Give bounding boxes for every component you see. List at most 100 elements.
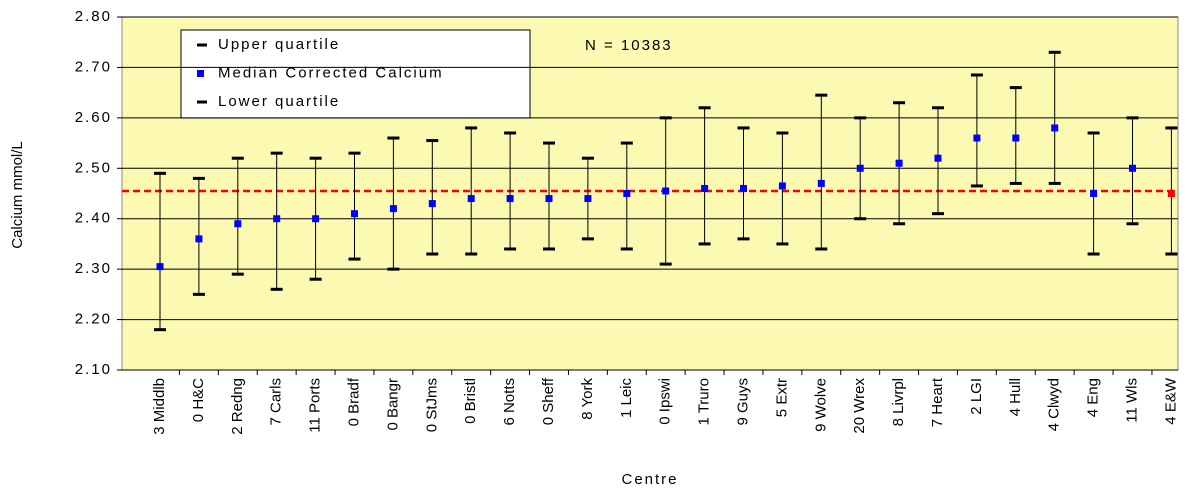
median — [195, 235, 203, 243]
y-tick-label: 2.70 — [75, 58, 112, 75]
x-tick-label: 4 Eng — [1085, 378, 1102, 417]
legend-marker — [197, 100, 207, 104]
lower-quartile — [504, 247, 517, 251]
x-tick-label: 0 StJms — [423, 378, 440, 432]
x-tick-label: 0 Ipswi — [657, 378, 674, 425]
median — [662, 187, 670, 195]
lower-quartile — [737, 237, 750, 241]
median — [895, 159, 903, 167]
lower-quartile — [659, 262, 672, 266]
y-tick-label: 2.40 — [75, 210, 112, 227]
upper-quartile — [932, 106, 944, 110]
lower-quartile — [581, 237, 594, 241]
median — [701, 184, 709, 192]
lower-quartile — [970, 184, 983, 188]
median — [856, 164, 864, 172]
upper-quartile — [309, 156, 322, 160]
median — [973, 134, 981, 142]
upper-quartile — [620, 141, 633, 145]
lower-quartile — [465, 252, 478, 256]
upper-quartile — [893, 101, 906, 105]
legend-marker — [197, 43, 207, 47]
lower-quartile — [932, 212, 944, 216]
lower-quartile — [426, 252, 439, 256]
y-tick-label: 2.50 — [75, 159, 112, 176]
lower-quartile — [348, 257, 361, 261]
lower-quartile — [854, 217, 867, 221]
lower-quartile — [543, 247, 555, 251]
lower-quartile — [309, 277, 322, 281]
lower-quartile — [815, 247, 828, 251]
legend-label: Lower quartile — [218, 93, 340, 110]
median — [778, 182, 786, 190]
median — [934, 154, 942, 162]
x-axis-title: Centre — [621, 471, 678, 488]
median — [389, 205, 397, 213]
median — [467, 195, 475, 203]
upper-quartile — [1009, 86, 1022, 90]
x-tick-label: 8 Livrpl — [890, 378, 907, 426]
upper-quartile — [698, 106, 711, 110]
lower-quartile — [270, 287, 283, 291]
lower-quartile — [1126, 222, 1139, 226]
x-tick-label: 0 Sheff — [540, 377, 557, 425]
upper-quartile — [1165, 126, 1178, 130]
upper-quartile — [231, 156, 244, 160]
lower-quartile — [1009, 181, 1022, 185]
median — [1012, 134, 1020, 142]
x-tick-label: 9 Guys — [734, 378, 751, 426]
upper-quartile — [776, 131, 789, 135]
median — [234, 220, 242, 228]
x-tick-label: 4 E&W — [1162, 377, 1179, 425]
x-tick-label: 9 Wolve — [812, 378, 829, 432]
upper-quartile — [504, 131, 517, 135]
lower-quartile — [893, 222, 906, 226]
x-tick-label: 20 Wrex — [851, 378, 868, 434]
y-tick-label: 2.20 — [75, 311, 112, 328]
legend-marker — [197, 70, 204, 77]
lower-quartile — [1048, 181, 1061, 185]
upper-quartile — [426, 139, 439, 143]
x-tick-label: 5 Extr — [773, 378, 790, 417]
median — [351, 210, 358, 218]
x-tick-label: 4 Hull — [1007, 378, 1024, 416]
upper-quartile — [970, 73, 983, 77]
median — [312, 215, 320, 223]
upper-quartile — [543, 141, 555, 145]
x-tick-label: 8 York — [579, 378, 596, 420]
median — [1167, 190, 1175, 197]
y-axis-title: Calcium mmol/L — [9, 141, 26, 249]
median — [156, 263, 164, 271]
median — [1090, 190, 1098, 197]
lower-quartile — [1087, 252, 1100, 256]
upper-quartile — [1048, 50, 1061, 54]
median — [545, 195, 553, 203]
median — [740, 184, 747, 192]
upper-quartile — [270, 151, 283, 155]
x-tick-label: 3 Middlb — [151, 378, 168, 435]
upper-quartile — [815, 93, 828, 97]
lower-quartile — [192, 292, 205, 296]
upper-quartile — [737, 126, 750, 130]
x-tick-label: 11 Ports — [307, 378, 324, 433]
x-tick-label: 6 Notts — [501, 378, 518, 426]
y-tick-label: 2.80 — [75, 8, 112, 25]
lower-quartile — [776, 242, 789, 246]
legend-label: Median Corrected Calcium — [218, 64, 444, 81]
x-tick-label: 0 Bristl — [462, 378, 479, 424]
upper-quartile — [659, 116, 672, 120]
upper-quartile — [192, 176, 205, 180]
median — [817, 179, 825, 187]
lower-quartile — [387, 267, 400, 271]
lower-quartile — [231, 272, 244, 276]
lower-quartile — [154, 328, 166, 332]
upper-quartile — [854, 116, 867, 120]
median — [1051, 124, 1059, 132]
x-tick-label: 2 LGI — [968, 378, 985, 415]
upper-quartile — [581, 156, 594, 160]
upper-quartile — [348, 151, 361, 155]
y-tick-label: 2.60 — [75, 109, 112, 126]
lower-quartile — [698, 242, 711, 246]
x-tick-label: 7 Carls — [268, 378, 285, 426]
